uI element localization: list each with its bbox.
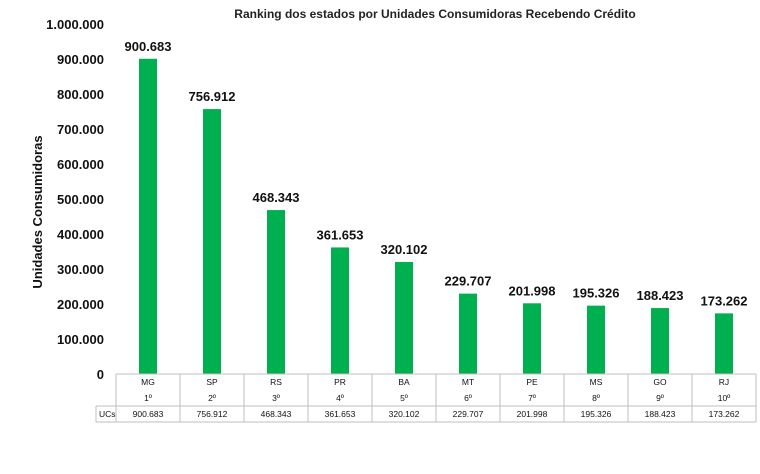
rank-label: 7º [528, 393, 536, 403]
table-value: 173.262 [709, 409, 740, 419]
data-label: 320.102 [381, 242, 428, 257]
bars [139, 58, 733, 374]
data-label: 361.653 [317, 227, 364, 242]
table-row-label: UCs [99, 409, 116, 419]
bar [459, 293, 477, 374]
bar [523, 303, 541, 374]
category-label: SP [206, 377, 218, 387]
data-label: 173.262 [701, 293, 748, 308]
y-axis-ticks: 0 100.000 200.000 300.000 400.000 500.000 600.… [46, 17, 104, 382]
category-label: PE [526, 377, 538, 387]
rank-label: 4º [336, 393, 344, 403]
table-value: 188.423 [645, 409, 676, 419]
bar [203, 109, 221, 374]
table-value: 468.343 [261, 409, 292, 419]
data-table: UCs MG 1º 900.683 SP 2º 756.912 RS 3º 468.343 PR 4º… [95, 373, 757, 423]
table-value: 201.998 [517, 409, 548, 419]
category-label: RS [270, 377, 282, 387]
y-tick-label: 500.000 [57, 192, 104, 207]
data-labels: 900.683 756.912 468.343 361.653 320.102 229.7… [125, 39, 748, 309]
category-label: MG [141, 377, 155, 387]
rank-label: 8º [592, 393, 600, 403]
data-label: 195.326 [573, 286, 620, 301]
y-tick-label: 0 [97, 367, 104, 382]
category-label: GO [653, 377, 667, 387]
bar [139, 58, 157, 374]
data-label: 229.707 [445, 274, 492, 289]
y-tick-label: 1.000.000 [46, 17, 104, 32]
bar [715, 313, 733, 374]
category-label: MT [462, 377, 474, 387]
y-tick-label: 300.000 [57, 262, 104, 277]
rank-label: 3º [272, 393, 280, 403]
y-tick-label: 800.000 [57, 87, 104, 102]
table-value: 900.683 [133, 409, 164, 419]
y-tick-label: 700.000 [57, 122, 104, 137]
rank-label: 10º [718, 393, 731, 403]
category-label: RJ [719, 377, 729, 387]
data-label: 468.343 [253, 190, 300, 205]
category-label: BA [398, 377, 410, 387]
data-label: 756.912 [189, 89, 236, 104]
y-tick-label: 900.000 [57, 52, 104, 67]
rank-label: 1º [144, 393, 152, 403]
data-label: 900.683 [125, 39, 172, 54]
rank-label: 5º [400, 393, 408, 403]
y-tick-label: 600.000 [57, 157, 104, 172]
rank-label: 2º [208, 393, 216, 403]
bar [267, 210, 285, 374]
y-tick-label: 400.000 [57, 227, 104, 242]
table-value: 756.912 [197, 409, 228, 419]
y-tick-label: 200.000 [57, 297, 104, 312]
y-axis-label: Unidades Consumidoras [30, 135, 45, 288]
bar [395, 261, 413, 374]
table-value: 229.707 [453, 409, 484, 419]
table-value: 195.326 [581, 409, 612, 419]
table-value: 361.653 [325, 409, 356, 419]
chart-title: Ranking dos estados por Unidades Consumi… [234, 7, 635, 21]
data-label: 188.423 [637, 288, 684, 303]
rank-label: 6º [464, 393, 472, 403]
table-value: 320.102 [389, 409, 420, 419]
data-label: 201.998 [509, 283, 556, 298]
rank-label: 9º [656, 393, 664, 403]
category-label: MS [590, 377, 603, 387]
bar [331, 247, 349, 374]
bar [651, 308, 669, 374]
y-tick-label: 100.000 [57, 332, 104, 347]
bar [587, 305, 605, 374]
category-label: PR [334, 377, 346, 387]
